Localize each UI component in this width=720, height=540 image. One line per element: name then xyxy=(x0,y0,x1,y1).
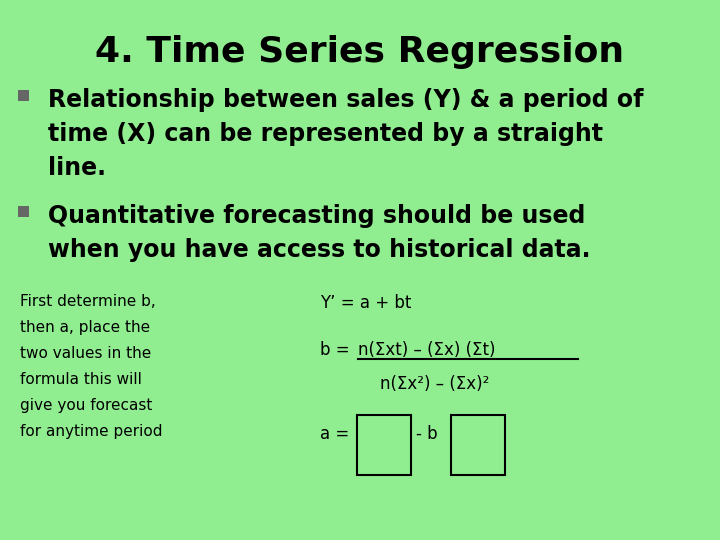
Text: n: n xyxy=(379,454,390,472)
Text: Relationship between sales (Y) & a period of: Relationship between sales (Y) & a perio… xyxy=(48,88,644,112)
Text: - b: - b xyxy=(416,425,438,443)
Text: First determine b,: First determine b, xyxy=(20,294,156,309)
Text: n(Σx²) – (Σx)²: n(Σx²) – (Σx)² xyxy=(380,375,490,393)
FancyBboxPatch shape xyxy=(357,415,411,475)
Text: ΣY: ΣY xyxy=(369,424,399,444)
Text: 4. Time Series Regression: 4. Time Series Regression xyxy=(96,35,624,69)
Text: when you have access to historical data.: when you have access to historical data. xyxy=(48,238,590,262)
Text: b =: b = xyxy=(320,341,355,359)
Text: time (X) can be represented by a straight: time (X) can be represented by a straigh… xyxy=(48,122,603,146)
Text: n: n xyxy=(473,454,483,472)
Text: Quantitative forecasting should be used: Quantitative forecasting should be used xyxy=(48,204,585,228)
Bar xyxy=(18,206,29,217)
Bar xyxy=(18,90,29,101)
Text: line.: line. xyxy=(48,156,106,180)
Text: for anytime period: for anytime period xyxy=(20,424,163,439)
Text: give you forecast: give you forecast xyxy=(20,398,153,413)
FancyBboxPatch shape xyxy=(451,415,505,475)
Text: n(Σxt) – (Σx) (Σt): n(Σxt) – (Σx) (Σt) xyxy=(358,341,495,359)
Text: two values in the: two values in the xyxy=(20,346,151,361)
Text: a =: a = xyxy=(320,425,354,443)
Text: Y’ = a + bt: Y’ = a + bt xyxy=(320,294,411,312)
Text: Σx: Σx xyxy=(464,424,492,444)
Text: formula this will: formula this will xyxy=(20,372,142,387)
Text: then a, place the: then a, place the xyxy=(20,320,150,335)
